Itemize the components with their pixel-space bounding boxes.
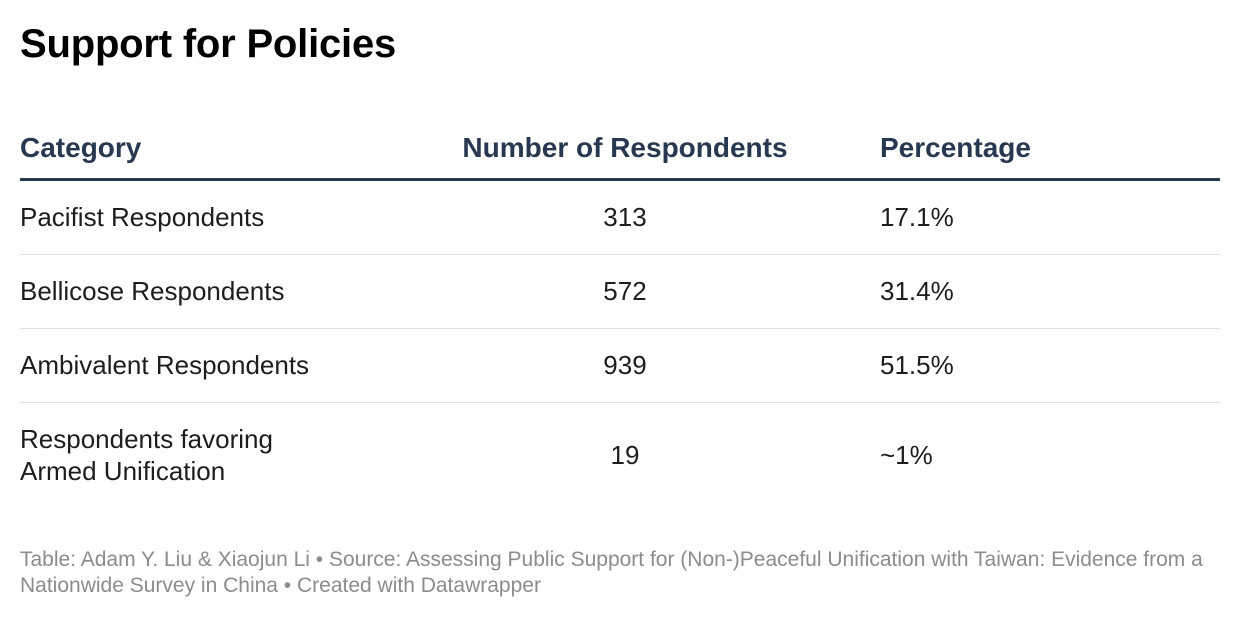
- cell-category-text: Respondents favoring Armed Unification: [20, 424, 273, 486]
- cell-category: Bellicose Respondents: [20, 254, 380, 329]
- cell-percentage: 51.5%: [870, 328, 1220, 403]
- table-row: Pacifist Respondents 313 17.1%: [20, 179, 1220, 255]
- cell-percentage: 17.1%: [870, 179, 1220, 255]
- cell-category: Pacifist Respondents: [20, 179, 380, 255]
- column-header-respondents: Number of Respondents: [380, 118, 870, 181]
- cell-percentage: ~1%: [880, 440, 933, 470]
- chart-title: Support for Policies: [20, 22, 397, 66]
- cell-percentage: 31.4%: [870, 254, 1220, 329]
- cell-category: Ambivalent Respondents: [20, 328, 380, 403]
- cell-respondents: 939: [380, 328, 870, 403]
- table-row: Ambivalent Respondents 939 51.5%: [20, 328, 1220, 403]
- table-row: Bellicose Respondents 572 31.4%: [20, 254, 1220, 329]
- cell-category: Respondents favoring Armed Unification: [20, 403, 380, 508]
- table-row: Respondents favoring Armed Unification 1…: [20, 403, 1220, 508]
- cell-respondents: 572: [380, 254, 870, 329]
- data-table: Category Number of Respondents Percentag…: [20, 118, 1220, 507]
- column-header-category: Category: [20, 118, 380, 181]
- cell-respondents: 19: [610, 440, 640, 470]
- column-header-percentage: Percentage: [870, 118, 1220, 181]
- table-header-row: Category Number of Respondents Percentag…: [20, 118, 1220, 181]
- cell-respondents: 313: [380, 179, 870, 255]
- source-footer: Table: Adam Y. Liu & Xiaojun Li • Source…: [20, 548, 1203, 597]
